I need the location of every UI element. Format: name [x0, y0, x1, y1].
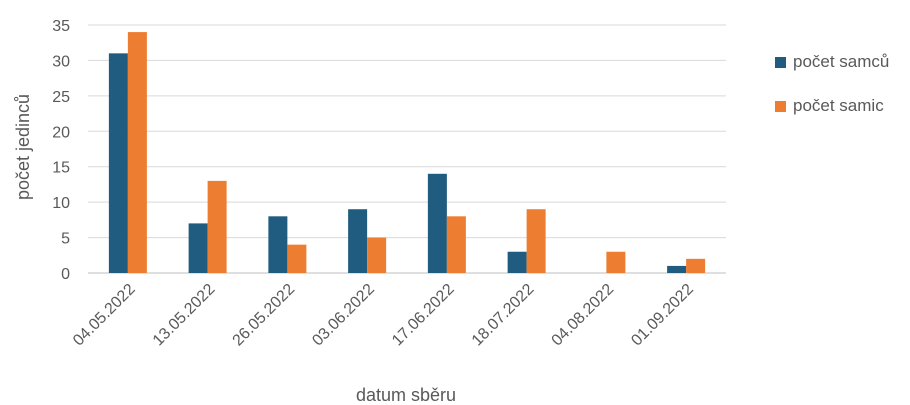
- y-axis-title: počet jedinců: [13, 94, 33, 200]
- x-tick-label: 04.05.2022: [70, 281, 139, 350]
- bar-males: [507, 251, 527, 273]
- y-tick-label: 35: [52, 18, 70, 35]
- bar-females: [526, 209, 546, 273]
- bar-males: [348, 209, 368, 273]
- bar-males: [188, 223, 208, 273]
- bar-females: [686, 258, 706, 273]
- x-tick-label: 04.08.2022: [549, 281, 618, 350]
- y-tick-label: 30: [52, 53, 70, 70]
- y-tick-label: 25: [52, 89, 70, 106]
- x-tick-label: 18.07.2022: [469, 281, 538, 350]
- legend: počet samců počet samic: [775, 52, 889, 140]
- bar-females: [127, 32, 147, 274]
- x-tick-label: 01.09.2022: [628, 281, 697, 350]
- bar-females: [207, 180, 227, 273]
- y-tick-labels: 0 5 10 15 20 25 30 35: [52, 18, 70, 283]
- x-axis-title: datum sběru: [356, 385, 456, 405]
- bar-males: [268, 216, 288, 273]
- bars: [108, 32, 706, 274]
- y-tick-label: 20: [52, 124, 70, 141]
- bar-males: [108, 53, 128, 273]
- x-tick-labels: 04.05.2022 13.05.2022 26.05.2022 03.06.2022…: [70, 281, 697, 350]
- bar-males: [427, 173, 447, 273]
- legend-swatch-males: [775, 56, 786, 68]
- gridlines: [88, 24, 726, 274]
- x-tick-label: 03.06.2022: [309, 281, 378, 350]
- bar-females: [367, 237, 387, 273]
- bar-females: [606, 251, 626, 273]
- bar-females: [287, 244, 307, 273]
- legend-item-females: počet samic: [775, 96, 889, 116]
- y-tick-label: 15: [52, 160, 70, 177]
- x-tick-label: 26.05.2022: [230, 281, 299, 350]
- bar-males: [667, 265, 687, 273]
- legend-swatch-females: [775, 100, 786, 112]
- legend-item-males: počet samců: [775, 52, 889, 72]
- legend-label-males: počet samců: [793, 52, 890, 71]
- y-tick-label: 0: [61, 266, 70, 283]
- bar-females: [446, 216, 466, 273]
- x-tick-label: 17.06.2022: [389, 281, 458, 350]
- legend-label-females: počet samic: [793, 96, 884, 115]
- y-tick-label: 5: [61, 231, 70, 248]
- x-tick-label: 13.05.2022: [150, 281, 219, 350]
- y-tick-label: 10: [52, 195, 70, 212]
